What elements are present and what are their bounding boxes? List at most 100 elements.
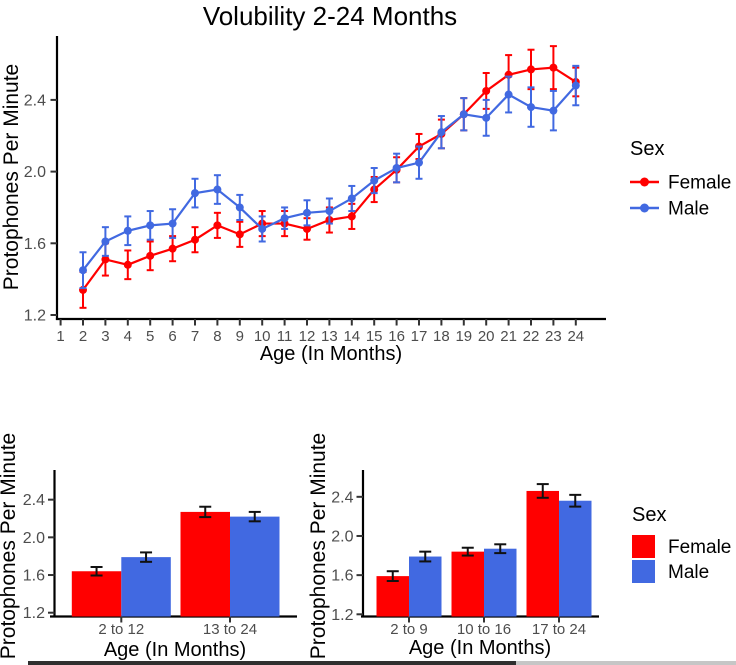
legend-label: Male <box>668 199 709 220</box>
x-tick-label: 4 <box>124 328 132 345</box>
x-axis-title: Age (In Months) <box>409 637 551 659</box>
data-point <box>459 110 468 119</box>
x-tick-label: 13 to 24 <box>203 621 257 638</box>
bar-male-1 <box>121 557 171 617</box>
series-line <box>82 84 577 271</box>
x-tick-label: 2 <box>79 328 87 345</box>
bar-female-1 <box>376 576 409 617</box>
data-point <box>213 221 222 230</box>
data-point <box>123 226 132 235</box>
data-point <box>146 221 155 230</box>
data-point <box>235 230 244 239</box>
x-axis-title: Age (In Months) <box>260 343 402 365</box>
bar-female-1 <box>71 571 122 617</box>
legend-key-point <box>640 203 649 213</box>
y-tick-label: 1.6 <box>24 236 46 253</box>
y-tick-label: 2.4 <box>24 92 46 109</box>
x-tick-label: 17 to 24 <box>532 621 586 638</box>
bar-male-2 <box>484 548 517 617</box>
data-point <box>303 208 311 217</box>
legend-item-female: Female <box>630 173 731 194</box>
y-tick-label: 2.4 <box>23 492 45 509</box>
legend-key-swatch <box>632 560 655 583</box>
y-tick-label: 1.6 <box>331 568 353 585</box>
x-tick-label: 5 <box>146 328 154 345</box>
bar-male-2 <box>230 516 280 617</box>
data-point <box>549 63 558 72</box>
data-point <box>213 185 222 194</box>
data-point <box>571 81 580 90</box>
x-tick-label: 9 <box>236 328 244 345</box>
y-axis-title: Protophones Per Minute <box>0 433 20 659</box>
x-tick-label: 11 <box>277 328 293 345</box>
y-tick-label: 2.0 <box>24 164 46 181</box>
y-axis-title: Protophones Per Minute <box>307 433 330 659</box>
y-axis-title: Protophones Per Minute <box>0 64 23 290</box>
data-point <box>347 212 356 221</box>
x-tick-label: 10 to 16 <box>457 621 511 638</box>
data-point <box>168 219 177 228</box>
legend-label: Female <box>668 537 731 558</box>
x-tick-label: 23 <box>545 328 562 345</box>
data-point <box>123 260 132 269</box>
x-tick-label: 2 to 9 <box>390 621 428 638</box>
x-tick-label: 24 <box>567 328 584 345</box>
legend-label: Male <box>668 562 709 583</box>
data-point <box>101 255 110 264</box>
chart-title: Volubility 2-24 Months <box>203 1 457 31</box>
bar-female-2 <box>451 551 484 617</box>
y-tick-label: 2.0 <box>23 530 45 547</box>
data-point <box>415 158 423 167</box>
legend-item-female: Female <box>632 535 731 558</box>
x-tick-label: 13 <box>321 328 338 345</box>
legend-title: Sex <box>632 504 666 526</box>
data-point <box>527 103 535 112</box>
legend-key-point <box>640 177 649 187</box>
x-tick-label: 7 <box>191 328 199 345</box>
y-tick-label: 1.6 <box>23 568 45 585</box>
data-point <box>191 189 199 198</box>
x-axis-title: Age (In Months) <box>104 639 246 661</box>
data-point <box>101 237 110 246</box>
legend-item-male: Male <box>632 560 709 583</box>
x-tick-label: 17 <box>411 328 428 345</box>
data-point <box>191 235 199 244</box>
bar-female-2 <box>180 511 230 617</box>
male-series <box>79 64 580 290</box>
data-point <box>437 128 446 137</box>
data-point <box>504 90 513 99</box>
data-point <box>549 106 558 115</box>
bottom-edge-artifact-light <box>516 661 736 665</box>
data-point <box>258 224 267 233</box>
x-tick-label: 8 <box>213 328 221 345</box>
legend-item-male: Male <box>630 199 709 220</box>
x-tick-label: 10 <box>254 328 271 345</box>
x-tick-label: 16 <box>388 328 405 345</box>
x-tick-label: 2 to 12 <box>98 621 144 638</box>
x-tick-label: 20 <box>478 328 495 345</box>
legend-key-swatch <box>632 535 655 558</box>
data-point <box>280 214 289 223</box>
x-tick-label: 15 <box>366 328 383 345</box>
data-point <box>392 164 401 173</box>
x-tick-label: 12 <box>299 328 316 345</box>
data-point <box>482 86 491 95</box>
legend-label: Female <box>668 173 731 194</box>
x-tick-label: 6 <box>168 328 176 345</box>
data-point <box>168 244 177 253</box>
line-chart-volubility: 1.21.62.02.41 2 3 4 5 6 7 8 9 10 11 12 13 14 15 16 17 18 1… <box>0 1 731 365</box>
x-tick-label: 14 <box>343 328 360 345</box>
data-point <box>482 113 491 122</box>
data-point <box>527 65 535 74</box>
x-tick-label: 1 <box>56 328 64 345</box>
x-tick-label: 3 <box>101 328 109 345</box>
legend-title: Sex <box>630 138 664 160</box>
data-point <box>303 224 311 233</box>
female-series <box>79 45 580 309</box>
bar-male-1 <box>409 556 442 617</box>
x-tick-label: 21 <box>500 328 517 345</box>
bar-male-3 <box>559 500 592 617</box>
bar-female-3 <box>526 490 559 617</box>
